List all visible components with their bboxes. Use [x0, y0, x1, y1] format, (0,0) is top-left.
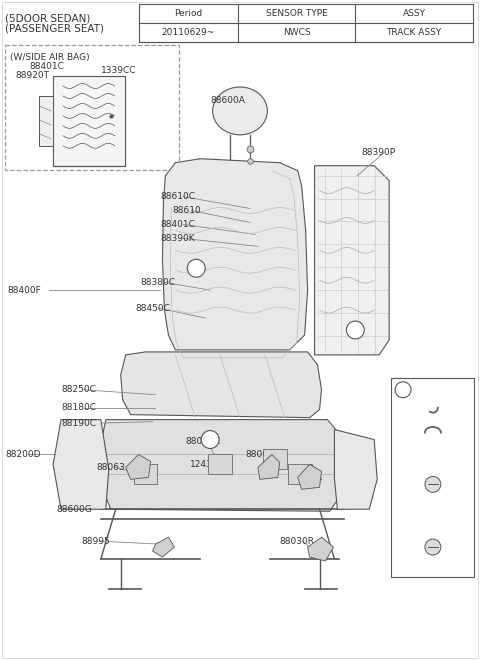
Polygon shape: [314, 166, 389, 355]
Text: 88401C: 88401C: [29, 61, 64, 71]
Text: 88190C: 88190C: [61, 419, 96, 428]
Text: a: a: [208, 435, 213, 444]
FancyBboxPatch shape: [39, 96, 53, 146]
Polygon shape: [258, 455, 280, 479]
Text: 20110629~: 20110629~: [162, 28, 215, 37]
Text: 88390K: 88390K: [160, 234, 195, 243]
Text: 1339CC: 1339CC: [101, 65, 136, 75]
FancyBboxPatch shape: [208, 455, 232, 475]
FancyBboxPatch shape: [53, 76, 125, 166]
FancyBboxPatch shape: [288, 465, 312, 484]
Text: a: a: [353, 325, 358, 335]
Circle shape: [425, 539, 441, 555]
Text: 88057A: 88057A: [288, 473, 323, 482]
Polygon shape: [126, 455, 151, 479]
Text: Period: Period: [174, 9, 203, 18]
Text: 88600G: 88600G: [56, 505, 92, 513]
Text: TRACK ASSY: TRACK ASSY: [386, 28, 442, 37]
FancyBboxPatch shape: [263, 449, 287, 469]
FancyBboxPatch shape: [391, 378, 474, 577]
Text: 88200D: 88200D: [5, 450, 41, 459]
Text: 88250C: 88250C: [61, 385, 96, 394]
Text: 88995: 88995: [81, 537, 109, 546]
Polygon shape: [308, 537, 334, 561]
Text: 88180C: 88180C: [61, 403, 96, 412]
Polygon shape: [298, 465, 322, 489]
Text: 88401C: 88401C: [160, 220, 195, 229]
Text: a: a: [401, 385, 406, 394]
Text: 1249GA: 1249GA: [396, 473, 432, 481]
Polygon shape: [335, 430, 377, 510]
Text: 88030R: 88030R: [280, 537, 315, 546]
Text: a: a: [194, 264, 199, 273]
Text: 88063: 88063: [97, 463, 126, 472]
Text: 1249GB: 1249GB: [396, 537, 432, 546]
Text: 88920T: 88920T: [15, 71, 49, 80]
FancyBboxPatch shape: [133, 465, 157, 484]
Polygon shape: [120, 352, 322, 418]
Ellipse shape: [213, 87, 267, 135]
Circle shape: [187, 259, 205, 277]
Text: 00824: 00824: [417, 385, 445, 394]
Circle shape: [425, 477, 441, 492]
Text: 88010R: 88010R: [185, 437, 220, 446]
Text: NWCS: NWCS: [283, 28, 311, 37]
Text: 88600A: 88600A: [210, 96, 245, 106]
Polygon shape: [153, 537, 174, 557]
Text: (5DOOR SEDAN): (5DOOR SEDAN): [5, 13, 91, 23]
Text: 88390P: 88390P: [361, 148, 396, 157]
Text: (W/SIDE AIR BAG): (W/SIDE AIR BAG): [11, 53, 90, 62]
Text: 88400F: 88400F: [7, 286, 41, 294]
Circle shape: [347, 321, 364, 339]
Polygon shape: [162, 158, 308, 350]
Text: 88450C: 88450C: [136, 304, 170, 313]
Text: 1243DA: 1243DA: [190, 460, 226, 469]
Polygon shape: [53, 420, 109, 510]
Text: ASSY: ASSY: [403, 9, 425, 18]
Text: SENSOR TYPE: SENSOR TYPE: [266, 9, 327, 18]
Text: 88610: 88610: [172, 206, 201, 215]
Polygon shape: [101, 420, 341, 512]
Text: 88067A: 88067A: [245, 450, 280, 459]
Text: 88610C: 88610C: [160, 192, 195, 201]
Text: 88380C: 88380C: [141, 278, 176, 286]
Circle shape: [201, 430, 219, 449]
Text: (PASSENGER SEAT): (PASSENGER SEAT): [5, 23, 104, 33]
